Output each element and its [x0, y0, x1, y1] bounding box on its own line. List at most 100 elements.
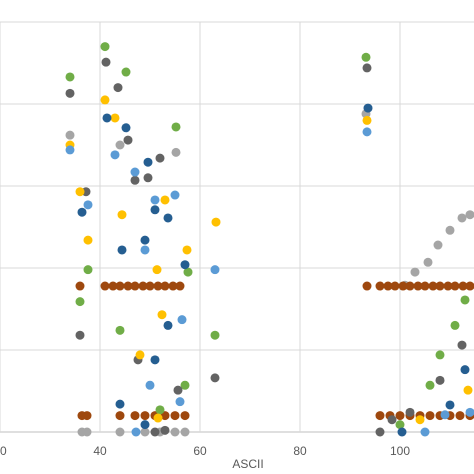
- point: [155, 405, 165, 415]
- point: [210, 330, 220, 340]
- point: [145, 281, 155, 291]
- point: [420, 427, 430, 437]
- point: [130, 175, 140, 185]
- point: [130, 167, 140, 177]
- point: [75, 187, 85, 197]
- point: [135, 350, 145, 360]
- point: [77, 207, 87, 217]
- point: [395, 411, 405, 421]
- point: [458, 281, 468, 291]
- point: [152, 265, 162, 275]
- point: [153, 413, 163, 423]
- point: [65, 145, 75, 155]
- point: [117, 210, 127, 220]
- point: [170, 190, 180, 200]
- point: [100, 281, 110, 291]
- point: [160, 281, 170, 291]
- point: [171, 122, 181, 132]
- point: [435, 281, 445, 291]
- point: [428, 281, 438, 291]
- point: [121, 67, 131, 77]
- point: [211, 217, 221, 227]
- point: [150, 427, 160, 437]
- point: [362, 127, 372, 137]
- point: [362, 115, 372, 125]
- point: [171, 147, 181, 157]
- point: [123, 135, 133, 145]
- point: [75, 297, 85, 307]
- x-tick-label: 100: [390, 444, 410, 458]
- point: [455, 411, 465, 421]
- point: [121, 123, 131, 133]
- point: [150, 205, 160, 215]
- point: [115, 427, 125, 437]
- point: [130, 281, 140, 291]
- point: [160, 425, 170, 435]
- point: [425, 411, 435, 421]
- point: [420, 281, 430, 291]
- point: [443, 281, 453, 291]
- point: [362, 63, 372, 73]
- point: [362, 281, 372, 291]
- point: [143, 157, 153, 167]
- point: [65, 130, 75, 140]
- point: [102, 113, 112, 123]
- point: [375, 427, 385, 437]
- point: [83, 265, 93, 275]
- point: [405, 407, 415, 417]
- point: [180, 411, 190, 421]
- point: [110, 113, 120, 123]
- point: [170, 411, 180, 421]
- point: [445, 225, 455, 235]
- point: [110, 150, 120, 160]
- point: [83, 235, 93, 245]
- point: [108, 281, 118, 291]
- point: [143, 173, 153, 183]
- point: [433, 240, 443, 250]
- point: [101, 57, 111, 67]
- point: [397, 427, 407, 437]
- point: [115, 325, 125, 335]
- x-tick-label: 60: [193, 444, 207, 458]
- point: [131, 427, 141, 437]
- point: [65, 72, 75, 82]
- point: [435, 350, 445, 360]
- point: [413, 281, 423, 291]
- point: [157, 310, 167, 320]
- point: [150, 355, 160, 365]
- point: [150, 195, 160, 205]
- point: [173, 385, 183, 395]
- point: [168, 281, 178, 291]
- point: [170, 427, 180, 437]
- point: [182, 245, 192, 255]
- point: [457, 213, 467, 223]
- point: [180, 260, 190, 270]
- point: [115, 140, 125, 150]
- point: [115, 399, 125, 409]
- point: [138, 281, 148, 291]
- point: [415, 415, 425, 425]
- point: [398, 281, 408, 291]
- point: [130, 411, 140, 421]
- point: [65, 88, 75, 98]
- point: [445, 400, 455, 410]
- point: [363, 103, 373, 113]
- point: [140, 235, 150, 245]
- point: [375, 281, 385, 291]
- point: [163, 213, 173, 223]
- point: [210, 373, 220, 383]
- point: [145, 380, 155, 390]
- point: [375, 411, 385, 421]
- point: [183, 267, 193, 277]
- point: [75, 330, 85, 340]
- point: [410, 267, 420, 277]
- x-axis-label: ASCII: [232, 457, 263, 471]
- point: [180, 380, 190, 390]
- point: [75, 281, 85, 291]
- point: [405, 281, 415, 291]
- point: [100, 95, 110, 105]
- point: [440, 410, 450, 420]
- point: [175, 281, 185, 291]
- point: [140, 420, 150, 430]
- point: [160, 195, 170, 205]
